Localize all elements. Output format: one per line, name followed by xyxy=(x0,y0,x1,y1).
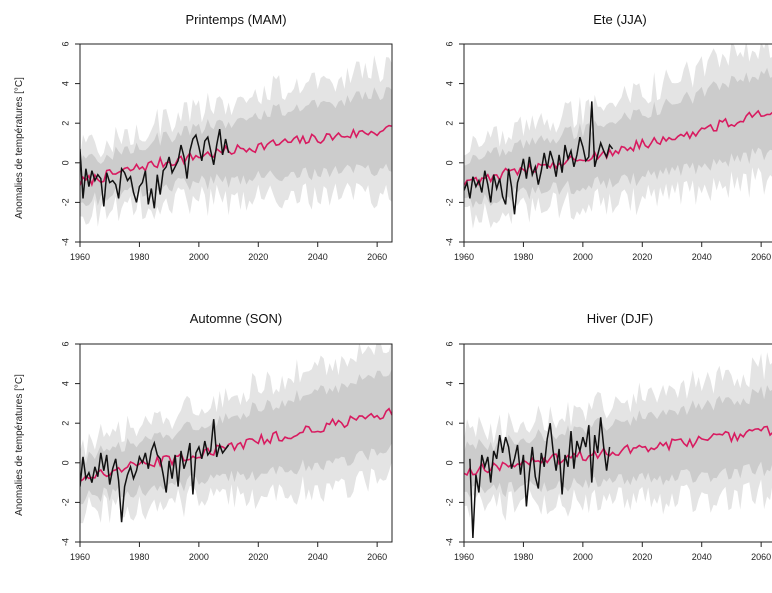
plot-inner xyxy=(80,344,392,524)
x-tick-label: 1960 xyxy=(70,252,90,262)
x-tick-label: 2040 xyxy=(308,552,328,562)
y-tick-label: -2 xyxy=(444,198,454,206)
observed-line xyxy=(80,128,230,209)
y-tick-label: 2 xyxy=(60,121,70,126)
panel-summer: Ete (JJA) -4 -2 0 2 4 6 1960 1980 2000 2020 2040 20… xyxy=(444,12,772,262)
y-tick-label: 4 xyxy=(444,381,454,386)
y-tick-label: 4 xyxy=(60,381,70,386)
y-tick-label: -4 xyxy=(60,238,70,246)
panel-winter: Hiver (DJF) -4 -2 0 2 4 6 1960 1980 2000 2020 2040… xyxy=(444,311,772,562)
x-tick-label: 2040 xyxy=(692,252,712,262)
y-tick-label: -2 xyxy=(444,498,454,506)
x-tick-label: 2040 xyxy=(308,252,328,262)
observed-line xyxy=(80,419,230,523)
x-tick-label: 2020 xyxy=(248,252,268,262)
y-tick-label: 0 xyxy=(444,460,454,465)
y-tick-label: 2 xyxy=(444,121,454,126)
y-tick-label: -4 xyxy=(444,538,454,546)
x-tick-label: 2040 xyxy=(692,552,712,562)
x-tick-label: 2060 xyxy=(367,252,387,262)
panel-title: Hiver (DJF) xyxy=(587,311,653,326)
ensemble-spread-inner xyxy=(80,368,392,505)
y-tick-label: 6 xyxy=(60,341,70,346)
y-tick-label: 2 xyxy=(444,421,454,426)
model-mean-line xyxy=(464,109,772,186)
x-tick-label: 2000 xyxy=(189,552,209,562)
y-tick-label: 6 xyxy=(60,41,70,46)
plot-area: -4 -2 0 2 4 6 1960 1980 2000 2020 2040 2060 xyxy=(444,41,772,262)
x-tick-label: 1960 xyxy=(70,552,90,562)
plot-area: -4 -2 0 2 4 6 1960 1980 2000 2020 2040 2060 xyxy=(60,41,393,262)
y-tick-label: 6 xyxy=(444,41,454,46)
x-tick-label: 2020 xyxy=(632,552,652,562)
x-tick-label: 2000 xyxy=(573,552,593,562)
y-axis-label: Anomalies de températures [°C] xyxy=(14,374,25,516)
observed-line xyxy=(464,101,614,215)
x-tick-label: 2060 xyxy=(751,252,771,262)
x-tick-label: 1960 xyxy=(454,252,474,262)
panel-title: Printemps (MAM) xyxy=(185,12,286,27)
ensemble-spread-inner xyxy=(464,385,772,498)
panel-spring: Printemps (MAM) Anomalies de température… xyxy=(14,12,393,262)
plot-area: -4 -2 0 2 4 6 1960 1980 2000 2020 2040 2060 xyxy=(60,341,393,562)
plot-inner xyxy=(464,352,772,539)
observed-line xyxy=(469,417,611,539)
plot-area: -4 -2 0 2 4 6 1960 1980 2000 2020 2040 2060 xyxy=(444,341,772,562)
y-tick-label: 2 xyxy=(60,421,70,426)
y-axis-label: Anomalies de températures [°C] xyxy=(14,77,25,219)
model-mean-line xyxy=(80,124,392,188)
x-tick-label: 2000 xyxy=(189,252,209,262)
panel-autumn: Automne (SON) Anomalies de températures … xyxy=(14,311,393,562)
x-tick-label: 2060 xyxy=(367,552,387,562)
panel-title: Automne (SON) xyxy=(190,311,282,326)
x-tick-label: 1980 xyxy=(129,252,149,262)
plot-frame xyxy=(463,43,772,243)
model-mean-line xyxy=(80,407,392,482)
y-tick-label: 0 xyxy=(60,460,70,465)
y-tick-label: 4 xyxy=(444,81,454,86)
x-tick-label: 2020 xyxy=(248,552,268,562)
y-tick-label: -4 xyxy=(444,238,454,246)
plot-frame xyxy=(463,343,772,543)
plot-inner xyxy=(80,55,392,227)
x-tick-label: 2060 xyxy=(751,552,771,562)
x-tick-label: 1980 xyxy=(513,252,533,262)
plot-frame xyxy=(79,343,393,543)
x-tick-label: 1960 xyxy=(454,552,474,562)
x-tick-label: 2000 xyxy=(573,252,593,262)
plot-frame xyxy=(79,43,393,243)
y-tick-label: 0 xyxy=(444,160,454,165)
y-tick-label: 6 xyxy=(444,341,454,346)
y-tick-label: 4 xyxy=(60,81,70,86)
plot-inner xyxy=(464,44,772,229)
y-tick-label: 0 xyxy=(60,160,70,165)
panel-title: Ete (JJA) xyxy=(593,12,646,27)
y-tick-label: -4 xyxy=(60,538,70,546)
model-mean-line xyxy=(464,425,772,477)
y-tick-label: -2 xyxy=(60,498,70,506)
x-tick-label: 1980 xyxy=(513,552,533,562)
x-tick-label: 2020 xyxy=(632,252,652,262)
y-tick-label: -2 xyxy=(60,198,70,206)
x-tick-label: 1980 xyxy=(129,552,149,562)
